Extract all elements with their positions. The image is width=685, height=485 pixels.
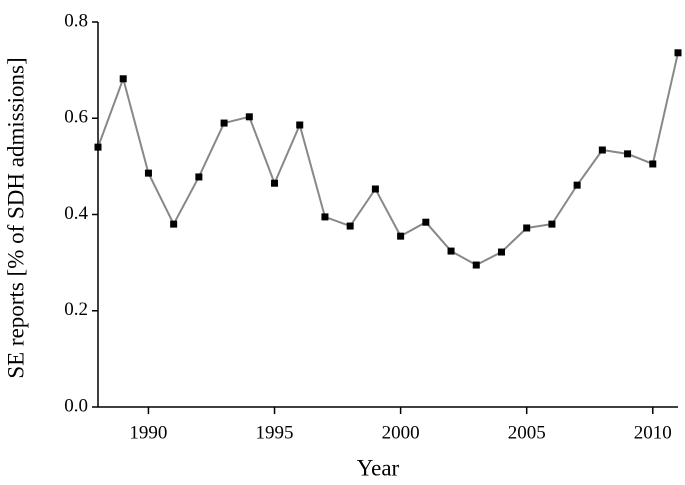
marker bbox=[397, 232, 405, 240]
marker bbox=[119, 75, 127, 83]
x-tick-label: 2010 bbox=[634, 422, 672, 443]
marker bbox=[422, 218, 430, 226]
marker bbox=[371, 185, 379, 193]
marker bbox=[573, 181, 581, 189]
marker bbox=[195, 173, 203, 181]
marker bbox=[523, 224, 531, 232]
marker bbox=[94, 143, 102, 151]
marker bbox=[598, 146, 606, 154]
x-tick-label: 2000 bbox=[382, 422, 420, 443]
marker bbox=[624, 150, 632, 158]
y-axis-label: SE reports [% of SDH admissions] bbox=[3, 57, 28, 378]
x-axis-label: Year bbox=[357, 455, 400, 480]
marker bbox=[548, 220, 556, 228]
marker bbox=[674, 49, 682, 57]
marker bbox=[271, 179, 279, 187]
marker bbox=[346, 222, 354, 230]
marker bbox=[296, 121, 304, 129]
marker bbox=[321, 213, 329, 221]
marker bbox=[245, 113, 253, 121]
marker bbox=[170, 220, 178, 228]
marker bbox=[497, 248, 505, 256]
marker bbox=[220, 119, 228, 127]
marker bbox=[447, 247, 455, 255]
x-tick-label: 1995 bbox=[256, 422, 294, 443]
series-line bbox=[97, 52, 679, 267]
x-tick-label: 1990 bbox=[129, 422, 167, 443]
marker bbox=[144, 169, 152, 177]
marker bbox=[649, 160, 657, 168]
y-tick-label: 0.2 bbox=[64, 299, 88, 320]
marker bbox=[472, 261, 480, 269]
y-tick-label: 0.8 bbox=[64, 10, 88, 31]
x-tick-label: 2005 bbox=[508, 422, 546, 443]
y-tick-label: 0.6 bbox=[64, 107, 88, 128]
y-tick-label: 0.0 bbox=[64, 395, 88, 416]
y-tick-label: 0.4 bbox=[64, 203, 88, 224]
